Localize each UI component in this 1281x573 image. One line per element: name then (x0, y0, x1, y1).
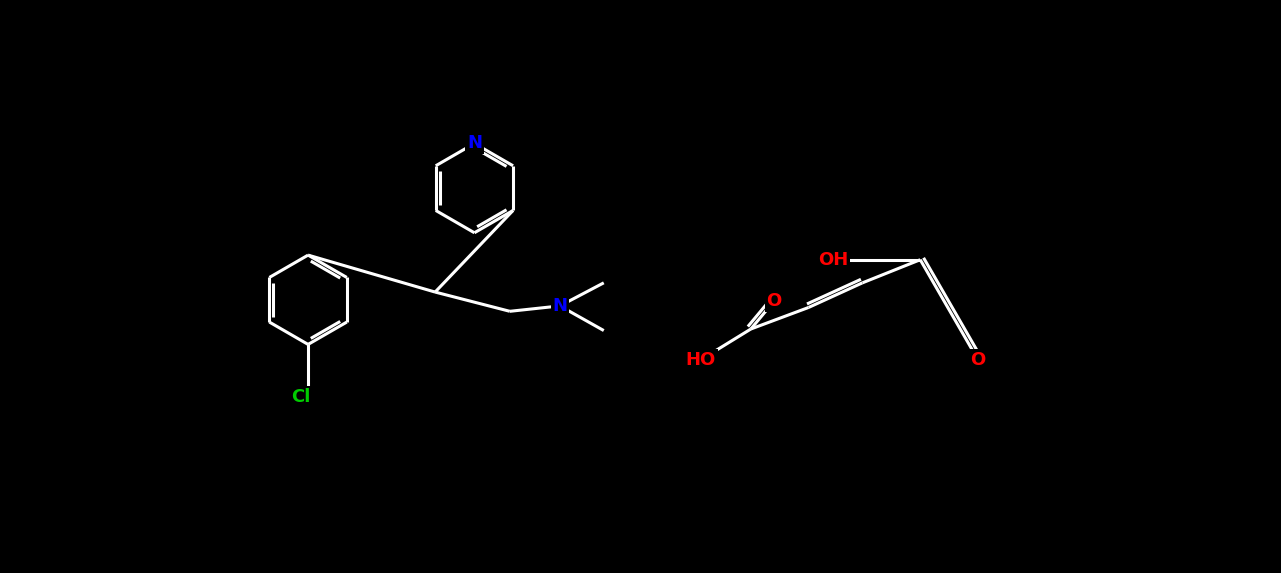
Text: Cl: Cl (291, 388, 310, 406)
Text: O: O (971, 351, 985, 369)
Text: N: N (466, 135, 482, 152)
Text: HO: HO (685, 351, 716, 369)
Text: OH: OH (819, 251, 848, 269)
Text: O: O (766, 292, 781, 311)
Text: N: N (552, 297, 567, 315)
